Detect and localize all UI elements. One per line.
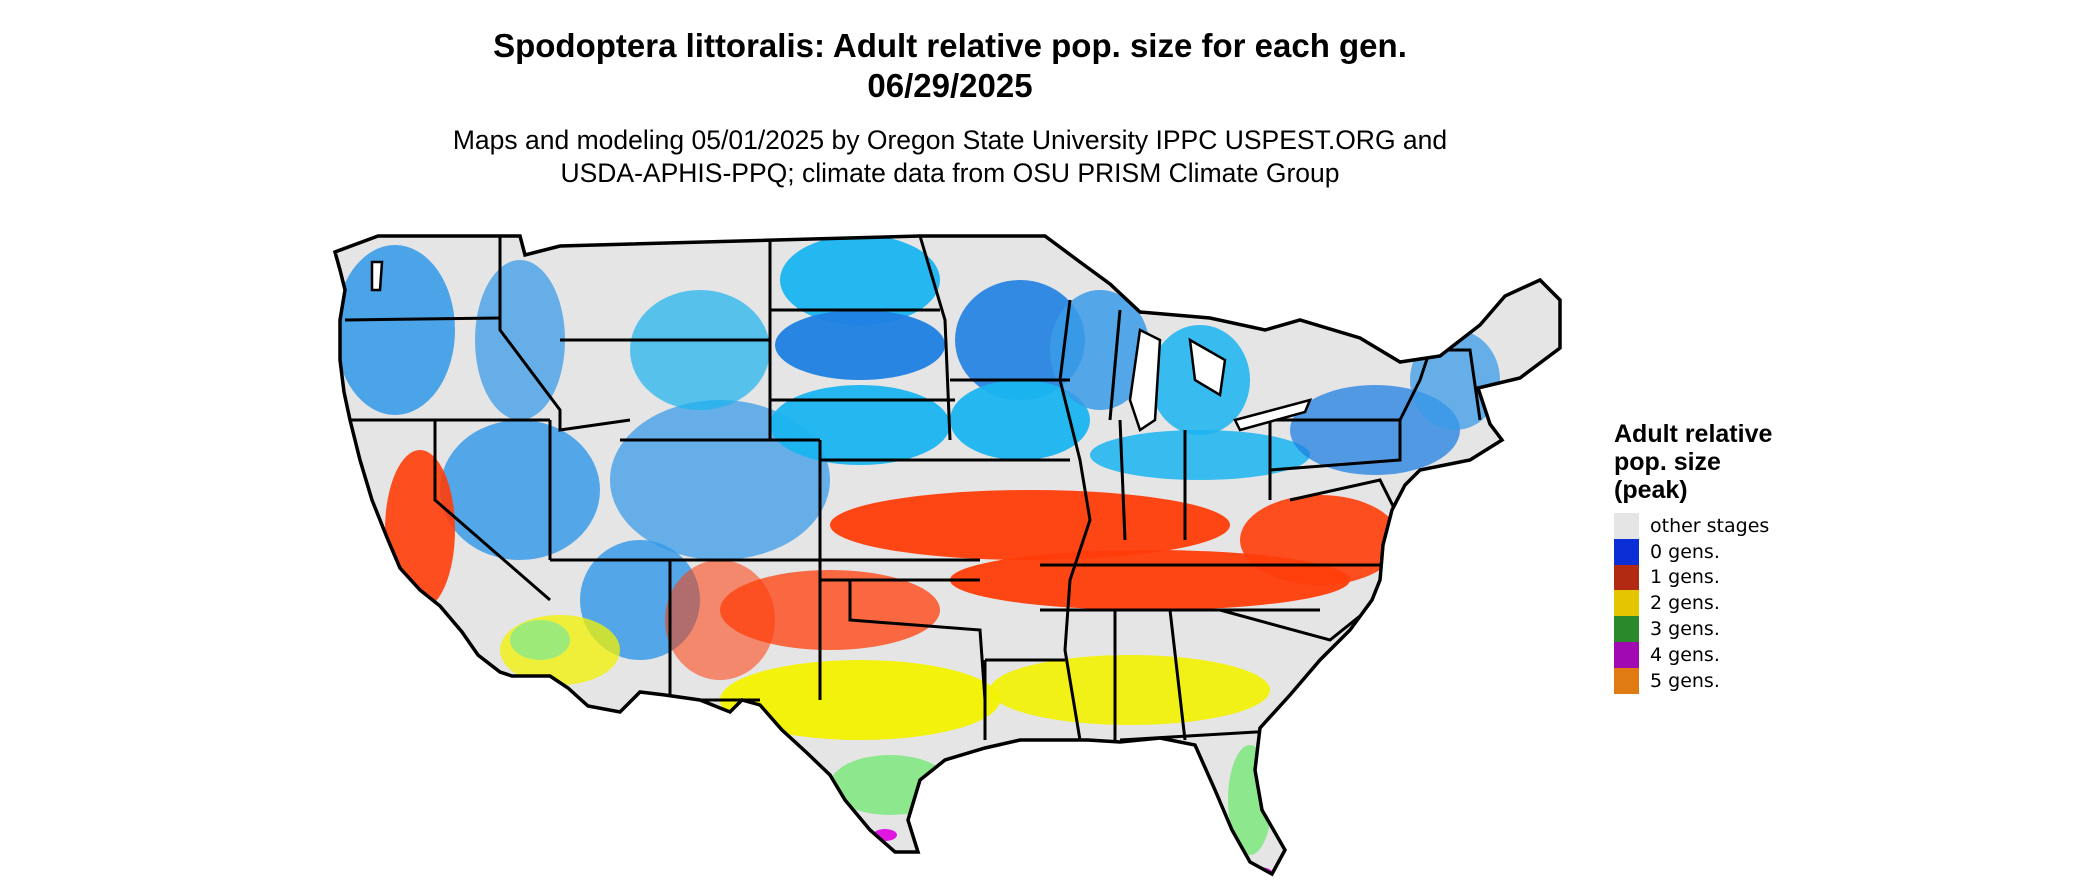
legend-item-0-gens: 0 gens. (1614, 538, 1814, 565)
puget-sound (370, 260, 384, 292)
state-border-washington-south (344, 316, 501, 322)
legend-label: 5 gens. (1650, 669, 1720, 692)
two-gens-zones (500, 615, 1270, 740)
state-border-wisconsin-east (1108, 309, 1122, 421)
one-gen-central-zone (830, 490, 1230, 560)
state-borders (344, 236, 1482, 742)
four-gens-zones (873, 829, 1272, 874)
one-gen-california-valley-zone (385, 450, 455, 610)
legend-swatch (1614, 538, 1639, 565)
lake-huron (1188, 337, 1227, 398)
legend-title-line-3: (peak) (1614, 476, 1688, 504)
legend-item-1-gens: 1 gens. (1614, 564, 1814, 591)
zero-gens-ohio-valley-zone (1090, 430, 1310, 480)
two-gens-texas-zone (720, 660, 1000, 740)
legend-item-other-stages: other stages (1614, 513, 1814, 539)
map-subtitle: Maps and modeling 05/01/2025 by Oregon S… (0, 124, 1900, 190)
zero-gens-nebraska-zone (770, 385, 950, 465)
zero-gens-dakotas-zone (780, 236, 940, 325)
two-gens-gulf-zone (990, 655, 1270, 725)
lake-michigan (1128, 328, 1162, 432)
zero-gens-idaho-zone (475, 260, 565, 420)
legend-items: other stages 0 gens. 1 gens. 2 gens. 3 g… (1614, 513, 1814, 694)
map-legend: Adult relative pop. size (peak) other st… (1614, 420, 1814, 694)
legend-title-line-2: pop. size (1614, 448, 1721, 476)
map-title-line-1: Spodoptera littoralis: Adult relative po… (493, 27, 1407, 64)
zero-gens-wisconsin-zone (1050, 290, 1150, 410)
subtitle-line-2: USDA-APHIS-PPQ; climate data from OSU PR… (560, 158, 1340, 188)
legend-swatch (1614, 590, 1639, 617)
zero-gens-wyoming-zone (630, 290, 770, 410)
legend-title-line-1: Adult relative (1614, 420, 1773, 448)
legend-label: 3 gens. (1650, 618, 1720, 641)
legend-label: 0 gens. (1650, 540, 1720, 563)
three-gens-desert-zone (510, 620, 570, 660)
subtitle-line-1: Maps and modeling 05/01/2025 by Oregon S… (452, 125, 1448, 155)
state-border-virginia (1289, 478, 1402, 521)
legend-swatch (1614, 616, 1639, 642)
lake-erie (1233, 398, 1313, 432)
zero-gens-iowa-zone (950, 380, 1090, 460)
state-border-mississippi-river (1058, 299, 1092, 741)
legend-label: 2 gens. (1650, 592, 1720, 615)
water-bodies (370, 260, 1313, 432)
state-border-texas-north (848, 580, 987, 701)
map-title-date: 06/29/2025 (867, 67, 1033, 104)
map-title: Spodoptera littoralis: Adult relative po… (0, 26, 1900, 106)
zero-gens-northwest-zone (335, 245, 455, 415)
state-border-pennsylvania (1269, 418, 1402, 472)
legend-label: 1 gens. (1650, 566, 1720, 589)
state-border-nevada-south (433, 420, 551, 602)
state-border-new-york (1398, 349, 1432, 421)
three-gens-florida-zone (1228, 745, 1272, 855)
legend-title: Adult relative pop. size (peak) (1614, 420, 1814, 504)
zero-gens-minnesota-zone (955, 280, 1085, 400)
legend-item-3-gens: 3 gens. (1614, 616, 1814, 642)
legend-swatch (1614, 641, 1639, 668)
state-border-idaho-east (498, 236, 631, 432)
one-gen-virginia-zone (1240, 495, 1400, 585)
legend-item-4-gens: 4 gens. (1614, 641, 1814, 668)
legend-swatch (1614, 667, 1639, 694)
zero-gens-south-dakota-zone (775, 310, 945, 380)
legend-item-5-gens: 5 gens. (1614, 667, 1814, 694)
legend-label: other stages (1650, 514, 1770, 537)
state-border-georgia-west (1168, 609, 1187, 741)
state-border-illinois-east (1118, 419, 1127, 541)
zero-gens-great-basin-zone (440, 420, 600, 560)
legend-label: 4 gens. (1650, 643, 1720, 666)
legend-swatch (1614, 564, 1639, 591)
one-gen-texas-panhandle-zone (720, 570, 940, 650)
legend-item-2-gens: 2 gens. (1614, 590, 1814, 617)
legend-swatch (1614, 513, 1639, 539)
